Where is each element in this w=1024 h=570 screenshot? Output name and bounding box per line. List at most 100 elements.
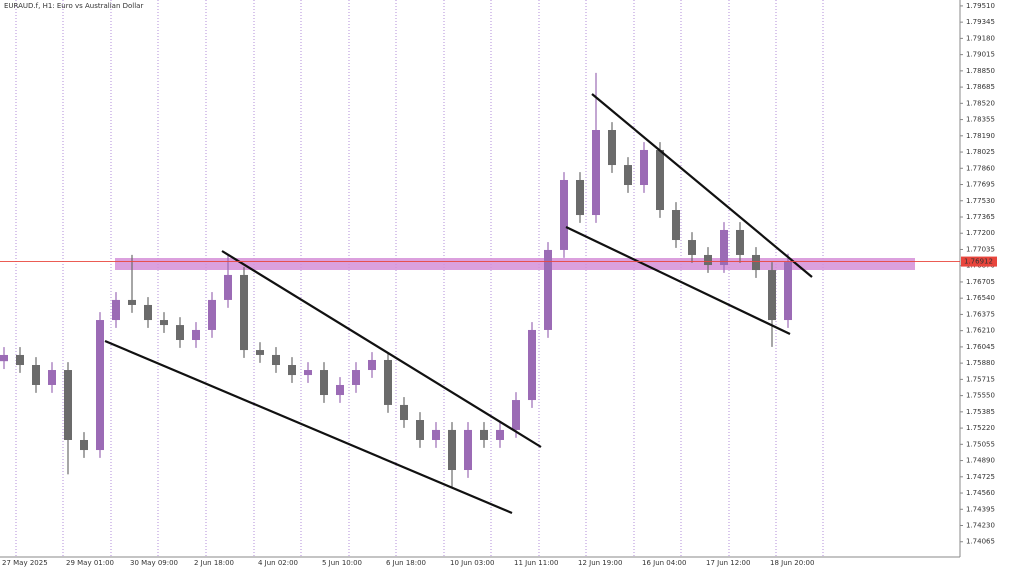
candle-body — [96, 320, 104, 451]
candle-body — [256, 350, 264, 355]
candle-body — [64, 370, 72, 440]
candle-body — [16, 354, 24, 366]
candle-body — [240, 274, 248, 351]
candle-body — [160, 320, 168, 326]
y-tick-label: 1.79180 — [966, 34, 995, 42]
candle-body — [320, 370, 328, 396]
candle-body — [736, 229, 744, 255]
x-tick-label: 27 May 2025 — [2, 559, 48, 567]
candle-body — [336, 384, 344, 396]
trendline — [591, 93, 813, 278]
candle-body — [528, 329, 536, 401]
candle-body — [720, 229, 728, 266]
x-tick-label: 12 Jun 19:00 — [578, 559, 622, 567]
y-tick-label: 1.74230 — [966, 522, 995, 530]
current-price-box — [961, 256, 997, 267]
y-tick-label: 1.74395 — [966, 505, 995, 513]
candle-body — [32, 365, 40, 385]
candle-body — [480, 429, 488, 440]
y-tick-label: 1.77530 — [966, 197, 995, 205]
candle-body — [288, 365, 296, 376]
y-tick-label: 1.76045 — [966, 343, 995, 351]
trendline — [221, 250, 542, 448]
candle-body — [560, 179, 568, 250]
y-tick-label: 1.78685 — [966, 83, 995, 91]
candle-body — [448, 429, 456, 471]
trendline — [104, 339, 513, 515]
candle-body — [304, 370, 312, 376]
y-tick-label: 1.75550 — [966, 392, 995, 400]
candle-body — [640, 149, 648, 186]
candle-body — [128, 299, 136, 305]
y-tick-label: 1.75715 — [966, 375, 995, 383]
y-tick-label: 1.76210 — [966, 327, 995, 335]
candle-body — [576, 179, 584, 216]
candle-body — [368, 359, 376, 371]
plot — [0, 72, 792, 488]
y-tick-label: 1.77695 — [966, 181, 995, 189]
candle-body — [224, 274, 232, 300]
y-tick-label: 1.77860 — [966, 164, 995, 172]
candle-body — [512, 400, 520, 430]
chart-title: EURAUD.f, H1: Euro vs Australian Dollar — [4, 2, 143, 10]
candle-body — [144, 304, 152, 321]
y-tick-label: 1.75220 — [966, 424, 995, 432]
candle-body — [400, 404, 408, 421]
y-tick-label: 1.74560 — [966, 489, 995, 497]
x-tick-label: 11 Jun 11:00 — [514, 559, 558, 567]
y-tick-label: 1.78520 — [966, 99, 995, 107]
y-tick-label: 1.74890 — [966, 457, 995, 465]
x-tick-label: 2 Jun 18:00 — [194, 559, 234, 567]
candle-body — [672, 210, 680, 241]
y-tick-label: 1.77035 — [966, 245, 995, 253]
x-tick-label: 5 Jun 10:00 — [322, 559, 362, 567]
y-tick-label: 1.79510 — [966, 2, 995, 10]
candle-body — [80, 439, 88, 451]
candle-body — [608, 129, 616, 166]
y-tick-label: 1.76705 — [966, 278, 995, 286]
y-tick-label: 1.78355 — [966, 116, 995, 124]
candle-body — [464, 429, 472, 471]
candle-body — [48, 370, 56, 385]
x-tick-label: 10 Jun 03:00 — [450, 559, 494, 567]
x-tick-label: 16 Jun 04:00 — [642, 559, 686, 567]
resistance-zone — [115, 258, 915, 270]
x-tick-label: 29 May 01:00 — [66, 559, 114, 567]
y-tick-label: 1.77200 — [966, 229, 995, 237]
candle-body — [752, 254, 760, 271]
y-tick-label: 1.79015 — [966, 51, 995, 59]
y-tick-label: 1.76375 — [966, 310, 995, 318]
y-tick-label: 1.76540 — [966, 294, 995, 302]
y-tick-label: 1.78190 — [966, 132, 995, 140]
current-price-label: 1.76912 — [964, 258, 993, 266]
candle-body — [416, 420, 424, 440]
candle-body — [352, 370, 360, 385]
x-tick-label: 30 May 09:00 — [130, 559, 178, 567]
candle-body — [656, 149, 664, 211]
candle-body — [768, 270, 776, 321]
candle-body — [784, 261, 792, 321]
x-tick-label: 6 Jun 18:00 — [386, 559, 426, 567]
candle-body — [544, 249, 552, 330]
candle-body — [384, 359, 392, 405]
y-tick-label: 1.75055 — [966, 440, 995, 448]
y-tick-label: 1.79345 — [966, 18, 995, 26]
y-tick-label: 1.74065 — [966, 538, 995, 546]
candle-body — [496, 429, 504, 440]
candle-body — [688, 240, 696, 255]
y-tick-label: 1.74725 — [966, 473, 995, 481]
candle-body — [432, 429, 440, 440]
candle-body — [176, 325, 184, 341]
x-tick-label: 17 Jun 12:00 — [706, 559, 750, 567]
trendline — [565, 226, 791, 335]
trendlines — [104, 93, 813, 515]
candle-body — [704, 254, 712, 266]
y-tick-label: 1.75880 — [966, 359, 995, 367]
candle-body — [192, 329, 200, 341]
y-tick-label: 1.75385 — [966, 408, 995, 416]
candle-body — [0, 354, 8, 362]
candle-body — [112, 299, 120, 321]
y-tick-label: 1.78025 — [966, 148, 995, 156]
